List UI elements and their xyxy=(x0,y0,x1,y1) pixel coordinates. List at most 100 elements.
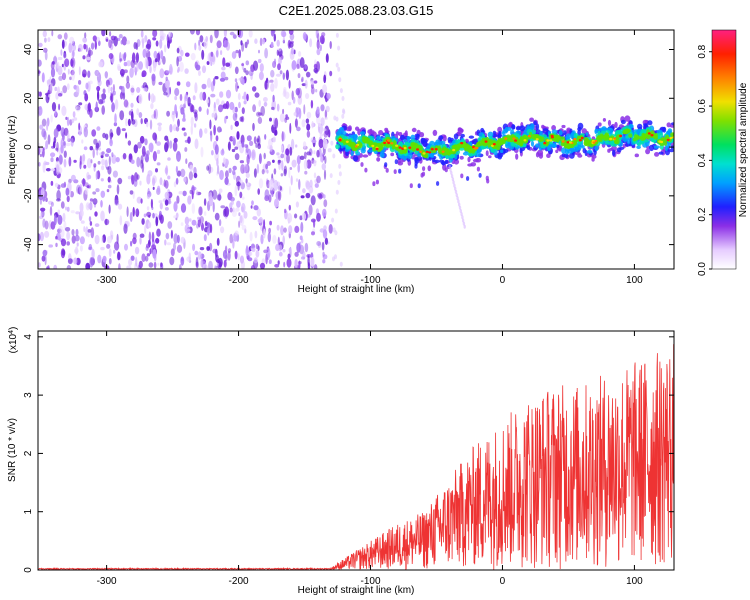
noise-blob xyxy=(191,203,195,214)
noise-blob xyxy=(172,124,177,132)
band-blob xyxy=(670,122,674,126)
streak-blob xyxy=(459,209,462,213)
noise-blob xyxy=(114,99,119,110)
band-peak xyxy=(647,132,651,135)
noise-blob xyxy=(316,149,320,158)
noise-blob xyxy=(310,195,316,206)
noise-blob xyxy=(286,153,290,164)
noise-blob xyxy=(339,88,343,94)
noise-blob xyxy=(192,243,196,252)
noise-blob xyxy=(95,101,98,112)
noise-blob xyxy=(285,114,288,118)
noise-blob xyxy=(97,254,102,264)
band-blob xyxy=(645,148,651,155)
band-blob xyxy=(498,131,502,135)
noise-blob xyxy=(107,176,111,183)
noise-blob xyxy=(318,193,323,200)
noise-blob xyxy=(313,264,318,269)
noise-blob xyxy=(171,110,175,116)
spectrogram-y-tick-label: 0 xyxy=(23,144,34,150)
noise-blob xyxy=(303,104,306,115)
noise-blob xyxy=(108,258,112,265)
noise-blob xyxy=(248,251,253,256)
noise-blob xyxy=(213,107,218,118)
noise-blob xyxy=(254,230,258,239)
noise-blob xyxy=(229,196,235,202)
noise-blob xyxy=(152,151,157,162)
band-blob xyxy=(468,135,475,139)
noise-blob xyxy=(218,219,222,227)
noise-blob xyxy=(156,149,161,155)
noise-blob xyxy=(194,112,198,122)
noise-blob xyxy=(47,37,51,42)
noise-blob xyxy=(225,62,231,67)
band-blob xyxy=(394,159,398,165)
noise-blob xyxy=(49,206,53,216)
noise-blob xyxy=(245,145,249,154)
noise-blob xyxy=(240,40,243,46)
noise-blob xyxy=(270,82,275,92)
noise-blob xyxy=(153,254,157,262)
band-blob xyxy=(348,125,352,132)
noise-blob xyxy=(215,135,219,142)
noise-blob xyxy=(322,251,325,257)
noise-blob xyxy=(164,44,167,53)
noise-blob xyxy=(148,231,152,242)
noise-blob xyxy=(65,227,71,232)
noise-blob xyxy=(263,228,266,239)
noise-blob xyxy=(164,191,170,199)
noise-blob xyxy=(192,109,198,114)
noise-blob xyxy=(89,80,93,85)
noise-blob xyxy=(224,177,229,186)
band-blob xyxy=(653,145,660,149)
noise-blob xyxy=(88,243,93,250)
noise-blob xyxy=(167,157,171,161)
streak-blob xyxy=(457,199,460,204)
noise-blob xyxy=(126,206,129,217)
noise-blob xyxy=(96,150,99,156)
noise-blob xyxy=(310,86,315,95)
noise-blob xyxy=(113,249,116,254)
band-peak xyxy=(338,139,342,142)
noise-blob xyxy=(239,215,243,224)
noise-blob xyxy=(187,96,191,107)
noise-blob xyxy=(305,192,311,199)
noise-blob xyxy=(83,43,87,50)
noise-blob xyxy=(146,253,151,257)
spectrogram-y-axis-label: Frequency (Hz) xyxy=(7,116,18,185)
noise-blob xyxy=(136,196,142,204)
noise-blob xyxy=(157,125,162,132)
noise-blob xyxy=(51,61,55,65)
noise-blob xyxy=(90,159,93,164)
noise-blob xyxy=(104,159,108,169)
noise-blob xyxy=(118,263,121,269)
band-blob xyxy=(403,139,407,143)
noise-blob xyxy=(164,79,170,89)
noise-blob xyxy=(297,73,301,79)
noise-blob xyxy=(250,265,256,269)
noise-blob xyxy=(87,174,92,180)
noise-blob xyxy=(119,110,125,121)
noise-blob xyxy=(136,87,141,93)
noise-blob xyxy=(251,149,256,161)
noise-blob xyxy=(263,97,268,102)
spectrogram-x-tick-label: -200 xyxy=(229,275,249,286)
noise-blob xyxy=(232,239,235,249)
noise-blob xyxy=(322,138,328,150)
noise-blob xyxy=(100,178,104,182)
noise-blob xyxy=(255,249,260,258)
noise-blob xyxy=(335,62,339,68)
noise-blob xyxy=(234,146,239,150)
band-blob xyxy=(515,126,521,131)
noise-blob xyxy=(41,118,47,127)
noise-blob xyxy=(194,82,198,94)
noise-blob xyxy=(290,47,294,55)
noise-blob xyxy=(293,112,297,116)
noise-blob xyxy=(302,250,306,260)
noise-blob xyxy=(184,147,188,152)
noise-blob xyxy=(176,234,180,244)
band-blob xyxy=(551,129,558,134)
noise-blob xyxy=(185,94,188,100)
noise-blob xyxy=(81,154,85,165)
